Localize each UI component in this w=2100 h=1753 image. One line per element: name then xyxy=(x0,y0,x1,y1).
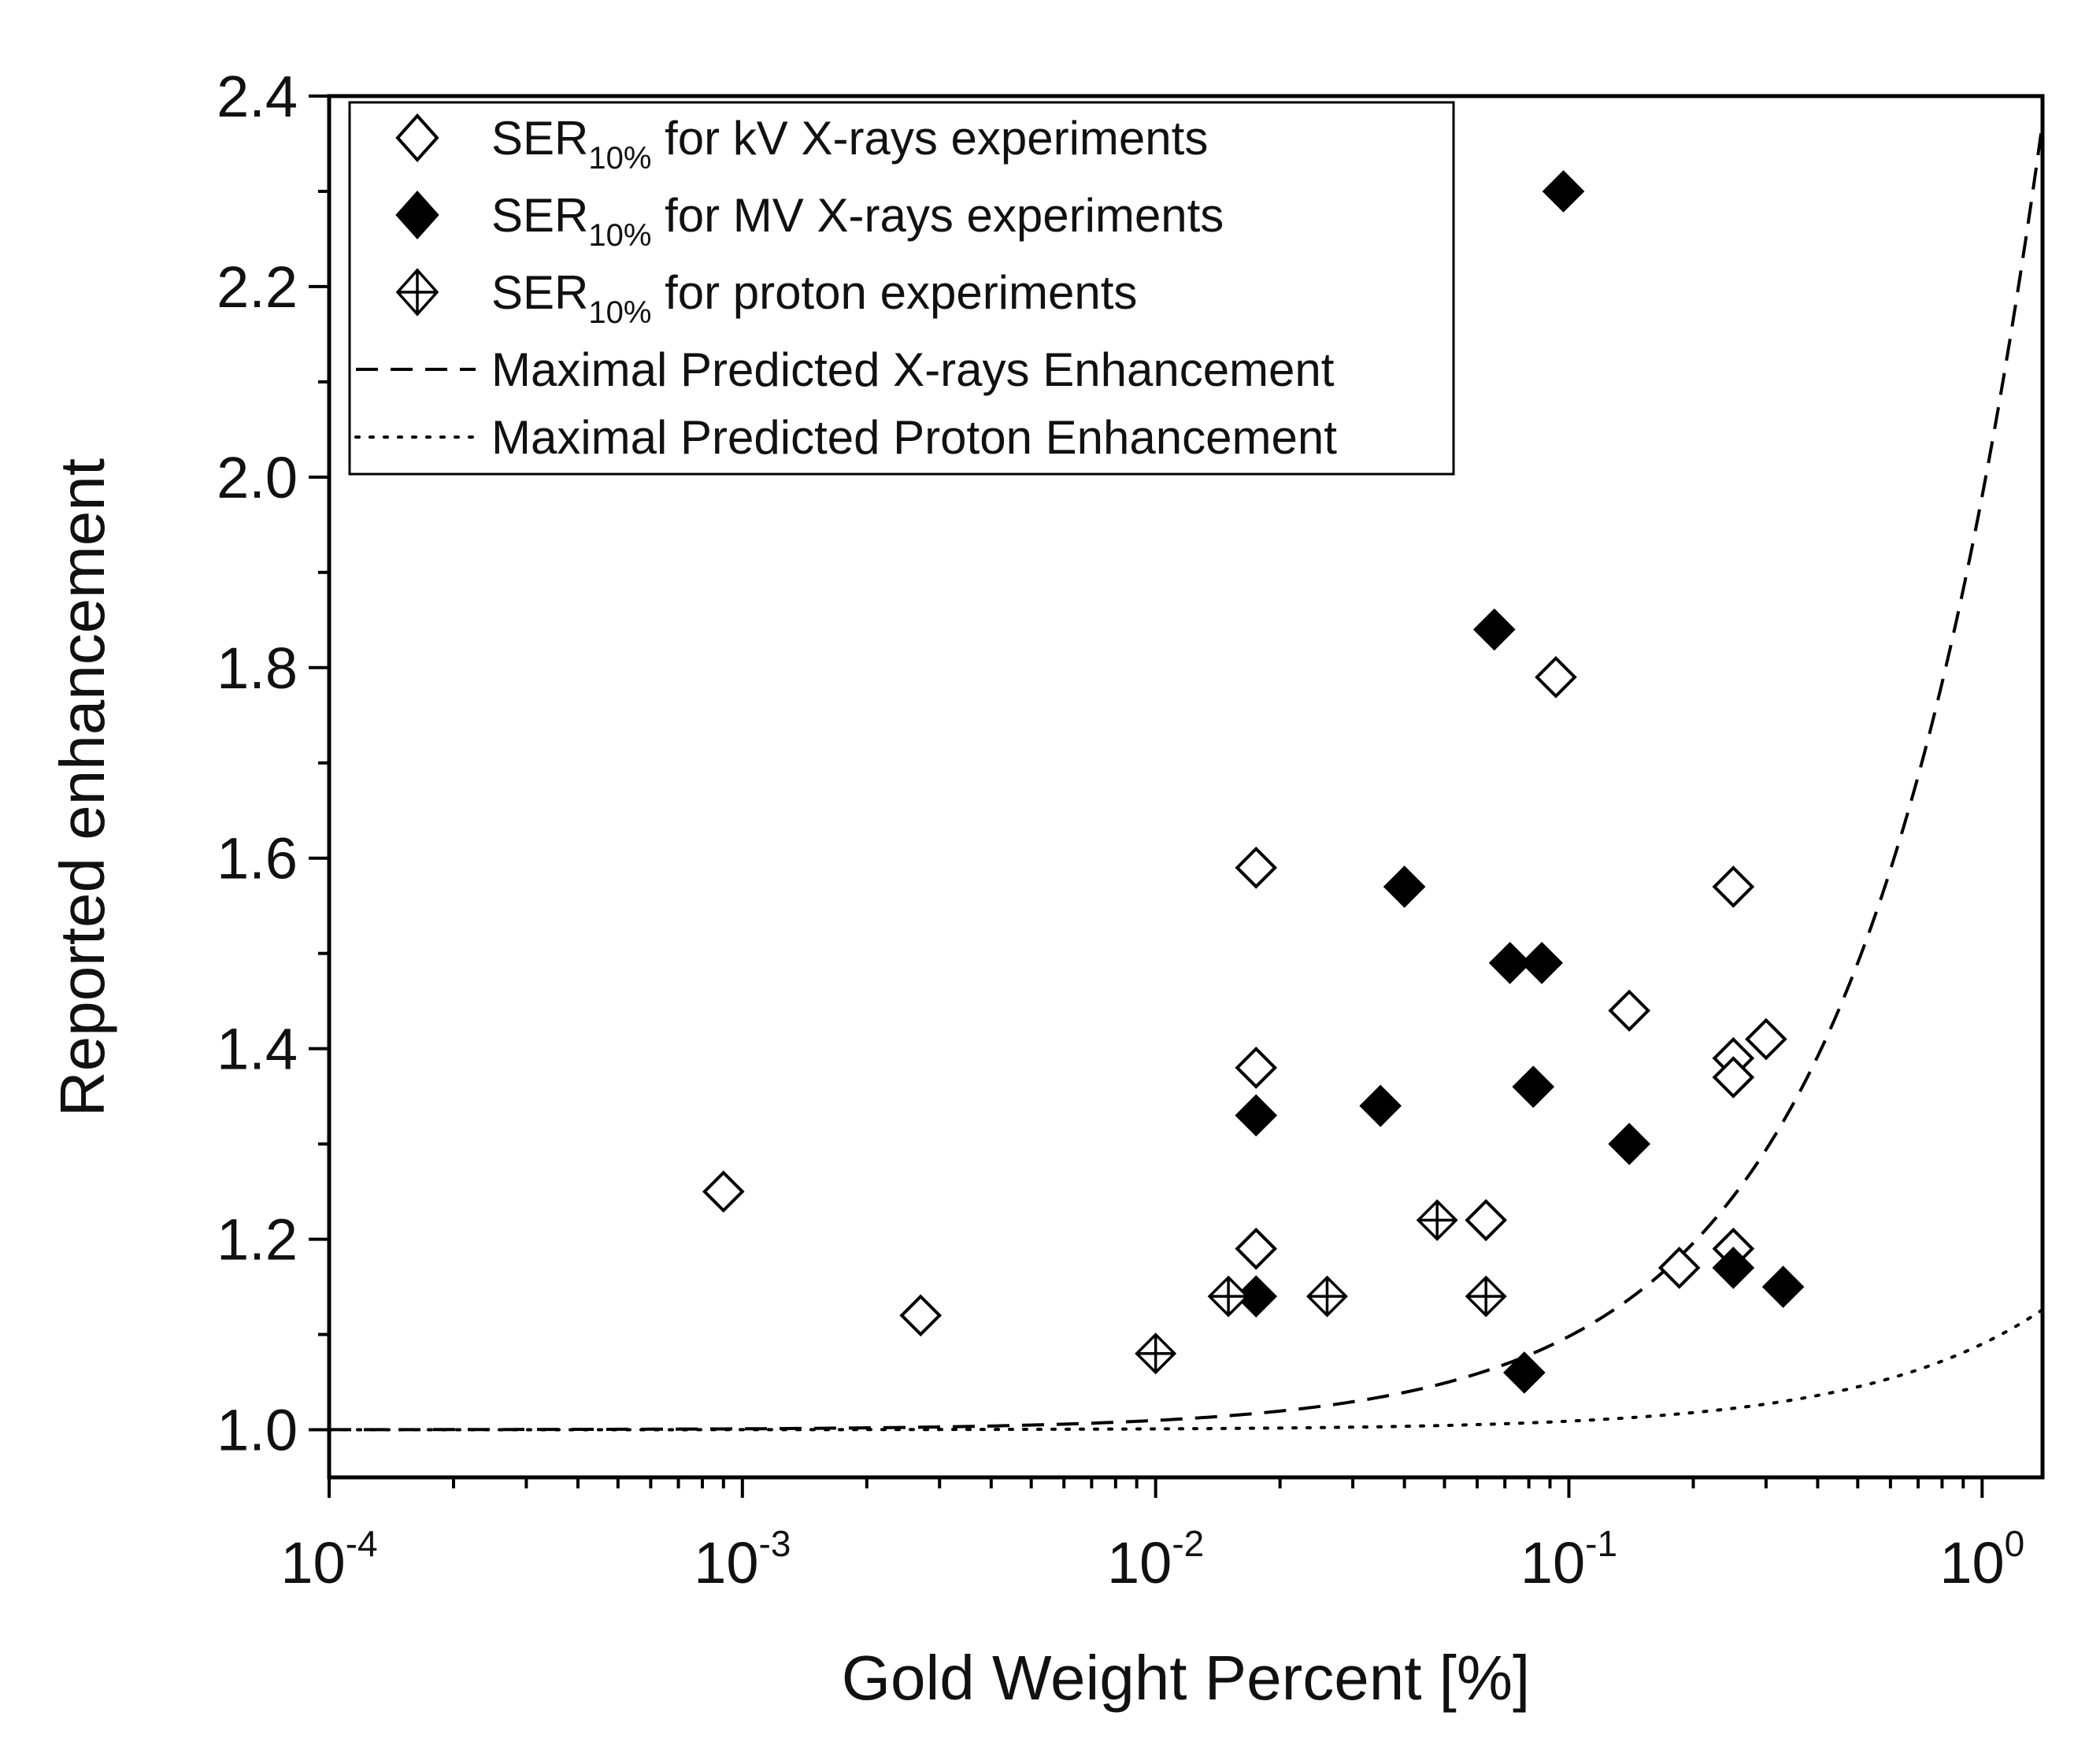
mv-xray-point xyxy=(1512,1066,1555,1108)
mv-xray-point xyxy=(1383,865,1426,908)
mv-xray-point xyxy=(1608,1122,1650,1166)
y-tick-label: 2.4 xyxy=(217,64,298,129)
open-diamond-icon xyxy=(395,113,439,163)
x-axis-title: Gold Weight Percent [%] xyxy=(842,1643,1531,1713)
mv-xray-point xyxy=(1235,1275,1278,1318)
plot-frame xyxy=(327,94,2045,1480)
legend-label-proton: SER10% for proton experiments xyxy=(491,266,1137,330)
proton-point xyxy=(1416,1199,1458,1241)
kv-xray-point xyxy=(1712,1056,1755,1099)
x-tick-label: 100 xyxy=(1939,1523,2024,1595)
mv-xray-point xyxy=(1520,941,1563,984)
x-tick-label: 10-1 xyxy=(1520,1523,1617,1595)
legend-item-proton-curve: Maximal Predicted Proton Enhancement xyxy=(354,411,1337,464)
proton-point xyxy=(1135,1332,1177,1375)
mv-xray-point xyxy=(1235,1094,1278,1137)
kv-xray-point xyxy=(899,1294,943,1337)
mv-xray-point xyxy=(1712,1247,1755,1289)
kv-xray-point xyxy=(1657,1247,1701,1289)
proton-prediction-curve xyxy=(328,1308,2044,1432)
mv-xray-point xyxy=(1761,1266,1805,1308)
curves-layer xyxy=(328,122,2044,1432)
x-tick-label: 10-2 xyxy=(1107,1523,1204,1595)
y-tick-label: 1.0 xyxy=(217,1398,298,1463)
y-tick-label: 2.0 xyxy=(217,445,298,510)
kv-xray-point xyxy=(1745,1017,1787,1061)
mv-xray-point xyxy=(1359,1084,1402,1128)
kv-xray-point xyxy=(1712,865,1755,908)
kv-xray-point xyxy=(1535,656,1577,699)
labels-layer: 1.0 1.2 1.4 1.6 1.8 2.0 2.2 2.4 10-4 10-3 10-2 10-1… xyxy=(217,64,2024,1595)
y-tick-label: 1.4 xyxy=(217,1017,298,1082)
mv-xray-point xyxy=(1542,170,1585,213)
mv-xray-point xyxy=(1488,941,1531,984)
mv-xray-point xyxy=(1472,608,1516,651)
kv-xray-point xyxy=(1465,1199,1507,1242)
kv-xray-point xyxy=(1235,846,1278,889)
y-tick-label: 2.2 xyxy=(217,254,298,320)
legend-label-xray-curve: Maximal Predicted X-rays Enhancement xyxy=(491,343,1335,396)
mv-xray-point xyxy=(1503,1351,1546,1394)
filled-diamond-icon xyxy=(395,190,439,240)
legend-frame xyxy=(348,101,1455,476)
proton-point xyxy=(1207,1275,1250,1318)
points-layer xyxy=(702,170,1805,1394)
x-tick-label: 10-3 xyxy=(694,1523,791,1595)
legend-item-kv: SER10% for kV X-rays experiments xyxy=(395,112,1208,176)
kv-xray-point xyxy=(1235,1227,1278,1270)
legend: SER10% for kV X-rays experiments SER10% … xyxy=(348,101,1455,476)
y-tick-label: 1.8 xyxy=(217,636,298,701)
y-tick-label: 1.6 xyxy=(217,826,298,891)
legend-item-mv: SER10% for MV X-rays experiments xyxy=(395,189,1224,253)
kv-xray-point xyxy=(1608,989,1650,1032)
proton-point xyxy=(1465,1275,1507,1318)
kv-xray-point xyxy=(1235,1047,1278,1089)
kv-xray-point xyxy=(702,1170,745,1213)
x-tick-label: 10-4 xyxy=(280,1523,377,1595)
legend-item-proton: SER10% for proton experiments xyxy=(395,266,1137,330)
y-tick-label: 1.2 xyxy=(217,1207,298,1273)
legend-label-mv: SER10% for MV X-rays experiments xyxy=(491,189,1224,253)
legend-label-proton-curve: Maximal Predicted Proton Enhancement xyxy=(491,411,1337,464)
legend-label-kv: SER10% for kV X-rays experiments xyxy=(491,112,1208,176)
crossed-diamond-icon xyxy=(395,268,439,317)
legend-item-xray-curve: Maximal Predicted X-rays Enhancement xyxy=(356,343,1335,396)
proton-point xyxy=(1306,1275,1348,1318)
y-axis-title: Reported enhancement xyxy=(47,458,117,1117)
